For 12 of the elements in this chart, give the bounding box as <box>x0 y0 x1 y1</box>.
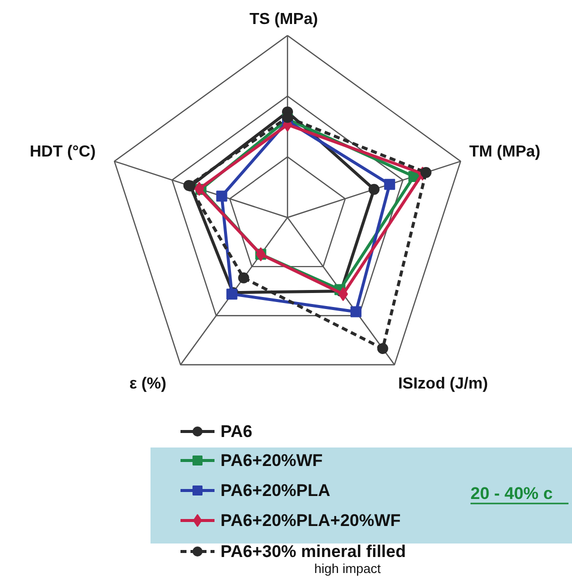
legend-label: PA6 <box>220 422 252 441</box>
spoke-label: ISIzod (J/m) <box>398 376 488 393</box>
spoke-label: HDT (°C) <box>30 144 96 161</box>
spoke-label: TM (MPa) <box>469 144 540 161</box>
spoke-label: TS (MPa) <box>250 11 318 28</box>
legend-label: PA6+20%PLA <box>220 481 330 500</box>
spoke-label: ε (%) <box>129 376 166 393</box>
legend-label: PA6+20%WF <box>220 451 323 470</box>
legend-label: PA6+30% mineral filled <box>220 542 406 561</box>
legend-label: PA6+20%PLA+20%WF <box>220 511 401 530</box>
text: 20 - 40% c <box>470 484 553 503</box>
text: high impact <box>314 561 382 576</box>
